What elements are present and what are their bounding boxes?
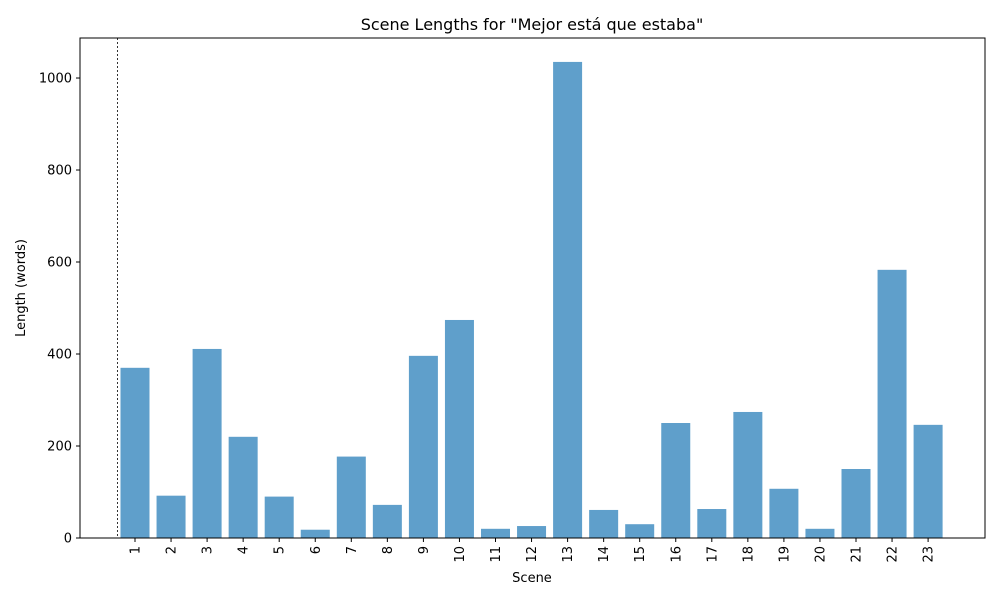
- x-tick-label-scene-6: 6: [309, 546, 324, 554]
- bar-scene-12: [517, 526, 547, 538]
- x-tick-label-scene-22: 22: [886, 546, 901, 563]
- x-tick-label-scene-1: 1: [129, 546, 144, 554]
- bars-group: [120, 61, 943, 539]
- x-tick-label-scene-5: 5: [273, 546, 288, 554]
- x-tick-label-scene-12: 12: [525, 546, 540, 563]
- x-tick-label-scene-14: 14: [597, 546, 612, 563]
- bar-scene-21: [841, 469, 871, 538]
- bar-scene-2: [156, 495, 186, 538]
- x-tick-label-scene-20: 20: [813, 546, 828, 563]
- bar-scene-4: [228, 436, 258, 538]
- bar-scene-18: [733, 411, 763, 538]
- x-axis-label: Scene: [512, 571, 552, 586]
- bar-scene-19: [769, 488, 799, 538]
- bar-scene-7: [336, 456, 366, 538]
- y-tick-label: 400: [47, 348, 72, 363]
- x-tick-label-scene-7: 7: [345, 546, 360, 554]
- x-tick-label-scene-8: 8: [381, 546, 396, 554]
- x-tick-label-scene-18: 18: [741, 546, 756, 563]
- bar-scene-10: [444, 319, 474, 538]
- bar-scene-6: [300, 529, 330, 538]
- x-tick-label-scene-19: 19: [777, 546, 792, 563]
- bar-scene-1: [120, 367, 150, 538]
- x-tick-label-scene-11: 11: [489, 546, 504, 563]
- bar-scene-23: [913, 424, 943, 538]
- bar-scene-3: [192, 348, 222, 538]
- x-tick-label-scene-17: 17: [705, 546, 720, 563]
- x-tick-label-scene-16: 16: [669, 546, 684, 563]
- x-tick-label-scene-10: 10: [453, 546, 468, 563]
- x-tick-label-scene-2: 2: [165, 546, 180, 554]
- bar-scene-16: [661, 423, 691, 538]
- bar-scene-11: [481, 528, 510, 538]
- x-tick-label-scene-15: 15: [633, 546, 648, 563]
- y-tick-label: 200: [47, 440, 72, 455]
- x-tick-label-scene-9: 9: [417, 546, 432, 554]
- bar-scene-17: [697, 509, 727, 538]
- y-axis: 0 200 400 600 800 1000: [39, 72, 80, 547]
- x-tick-label-scene-4: 4: [237, 546, 252, 554]
- bar-scene-14: [589, 509, 619, 538]
- y-axis-label: Length (words): [14, 239, 29, 337]
- x-axis: 1 2 3 4 5 6 7 8 9 10 11 12 13 14 15 16 17 18 19 20 21 22 23: [129, 538, 937, 563]
- bar-scene-15: [625, 524, 655, 538]
- bar-scene-22: [877, 269, 907, 538]
- y-tick-label: 800: [47, 164, 72, 179]
- x-tick-label-scene-23: 23: [922, 546, 937, 563]
- x-tick-label-scene-3: 3: [201, 546, 216, 554]
- x-tick-label-scene-21: 21: [850, 546, 865, 563]
- x-tick-label-scene-13: 13: [561, 546, 576, 563]
- plot-frame: [79, 37, 986, 539]
- y-tick-label: 600: [47, 256, 72, 271]
- bar-scene-13: [553, 61, 583, 539]
- y-tick-label: 0: [64, 532, 72, 547]
- y-tick-label: 1000: [39, 72, 72, 87]
- bar-scene-5: [264, 496, 294, 538]
- bar-scene-20: [805, 528, 835, 538]
- chart-title: Scene Lengths for "Mejor está que estaba…: [361, 15, 704, 34]
- bar-scene-9: [408, 355, 438, 538]
- bar-scene-8: [372, 504, 402, 538]
